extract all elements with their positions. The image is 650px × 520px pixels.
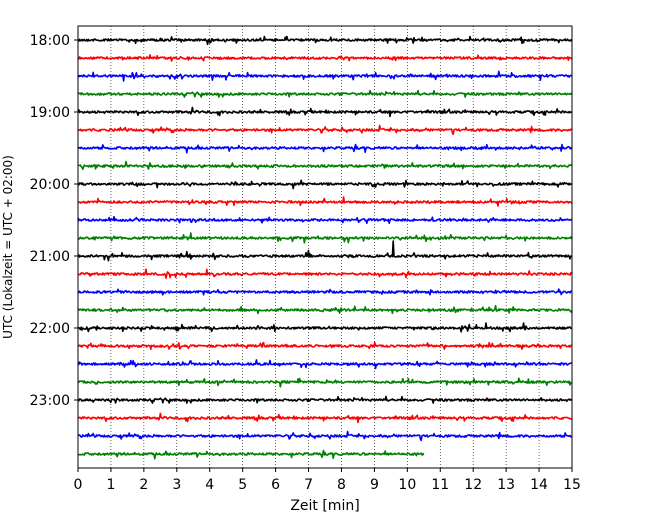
seismogram-trace — [77, 304, 573, 315]
seismogram-trace — [77, 215, 572, 224]
seismogram-trace — [77, 35, 573, 46]
y-tick-label: 21:00 — [30, 249, 70, 265]
x-tick-label: 5 — [238, 477, 247, 493]
y-axis-label: UTC (Lokalzeit = UTC + 02:00) — [1, 155, 15, 339]
x-tick-label: 0 — [74, 477, 83, 493]
seismogram-trace — [77, 240, 572, 262]
seismogram-traces — [77, 35, 573, 460]
seismogram-trace — [77, 288, 572, 296]
x-tick-label: 2 — [139, 477, 148, 493]
x-tick-label: 14 — [530, 477, 548, 493]
x-tick-label: 7 — [304, 477, 313, 493]
seismogram-trace — [77, 179, 572, 190]
seismogram-trace — [77, 449, 425, 460]
x-tick-label: 4 — [205, 477, 214, 493]
plot-frame — [77, 25, 573, 469]
x-tick-label: 6 — [271, 477, 280, 493]
y-axis: 18:00 19:00 20:00 21:00 22:00 23:00 — [30, 33, 78, 409]
seismogram-trace — [77, 124, 572, 136]
x-tick-label: 10 — [398, 477, 416, 493]
seismogram-trace — [77, 196, 573, 207]
seismogram-trace — [77, 160, 572, 171]
seismogram-trace — [77, 106, 572, 118]
x-tick-label: 1 — [106, 477, 115, 493]
seismogram-trace — [77, 89, 573, 98]
seismogram-trace — [77, 70, 573, 82]
seismogram-trace — [77, 377, 572, 388]
x-tick-label: 3 — [172, 477, 181, 493]
x-tick-label: 8 — [337, 477, 346, 493]
y-tick-label: 20:00 — [30, 177, 70, 193]
seismogram-trace — [77, 143, 573, 154]
seismogram-trace — [77, 412, 572, 424]
x-tick-label: 11 — [431, 477, 449, 493]
y-tick-label: 22:00 — [30, 321, 70, 337]
seismogram-trace — [77, 341, 572, 350]
x-tick-label: 15 — [563, 477, 581, 493]
seismogram-trace — [77, 54, 573, 62]
y-tick-label: 23:00 — [30, 393, 70, 409]
x-tick-label: 12 — [464, 477, 482, 493]
y-tick-label: 19:00 — [30, 105, 70, 121]
seismogram-trace — [77, 232, 573, 244]
seismogram-trace — [77, 322, 572, 333]
x-tick-label: 13 — [497, 477, 515, 493]
x-axis: 0 1 2 3 4 5 6 7 8 9 10 11 12 13 14 15 — [74, 468, 581, 493]
x-axis-label: Zeit [min] — [290, 498, 359, 514]
seismogram-trace — [77, 430, 573, 442]
y-tick-label: 18:00 — [30, 33, 70, 49]
x-tick-label: 9 — [370, 477, 379, 493]
seismogram-trace — [77, 268, 573, 280]
seismogram-trace — [77, 359, 572, 370]
seismogram-trace — [77, 395, 573, 404]
